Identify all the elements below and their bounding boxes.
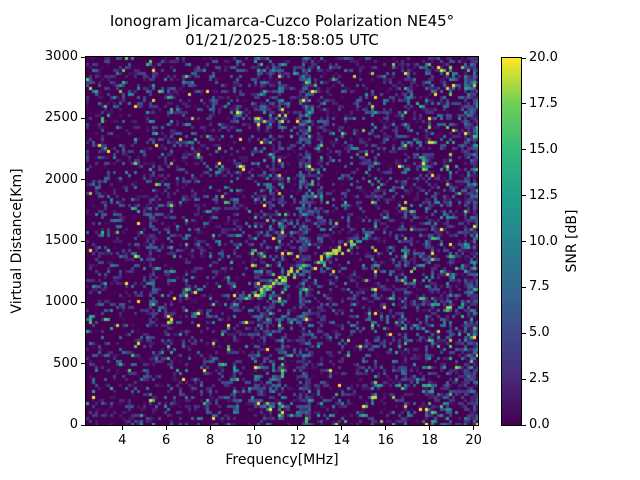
x-tick-label: 10 <box>245 433 263 448</box>
y-tick-mark <box>81 240 85 242</box>
x-tick-label: 18 <box>421 433 438 448</box>
y-axis-label: Virtual Distance[Km] <box>9 168 25 314</box>
chart-subtitle: 01/21/2025-18:58:05 UTC <box>185 31 379 49</box>
y-tick-label: 2000 <box>44 171 78 187</box>
title-block: Ionogram Jicamarca-Cuzco Polarization NE… <box>86 12 478 50</box>
colorbar-tick-label: 5.0 <box>529 325 550 341</box>
y-tick-label: 1500 <box>44 233 78 248</box>
x-tick-label: 20 <box>465 433 482 448</box>
colorbar <box>501 57 522 426</box>
colorbar-tick-mark <box>522 286 526 288</box>
colorbar-gradient-canvas <box>502 58 521 425</box>
colorbar-label: SNR [dB] <box>564 209 580 273</box>
y-tick-label: 0 <box>69 417 78 432</box>
x-tick-mark <box>385 426 387 430</box>
colorbar-tick-mark <box>522 149 526 151</box>
colorbar-tick-label: 15.0 <box>529 141 558 157</box>
x-tick-mark <box>121 426 123 430</box>
colorbar-tick-mark <box>522 57 526 59</box>
y-tick-mark <box>81 117 85 119</box>
colorbar-tick-label: 17.5 <box>529 95 558 111</box>
colorbar-tick-mark <box>522 424 526 426</box>
x-tick-mark <box>165 426 167 430</box>
x-tick-label: 6 <box>162 433 171 448</box>
chart-title: Ionogram Jicamarca-Cuzco Polarization NE… <box>109 12 455 30</box>
colorbar-tick-label: 2.5 <box>529 371 550 387</box>
colorbar-tick-mark <box>522 378 526 380</box>
x-tick-mark <box>209 426 211 430</box>
colorbar-tick-label: 20.0 <box>529 50 558 65</box>
x-tick-label: 14 <box>333 433 351 448</box>
colorbar-tick-mark <box>522 195 526 197</box>
colorbar-tick-label: 7.5 <box>529 279 550 295</box>
y-tick-label: 1000 <box>44 294 78 310</box>
y-tick-label: 3000 <box>44 49 78 64</box>
x-tick-mark <box>297 426 299 430</box>
y-tick-mark <box>81 424 85 426</box>
plot-area <box>85 56 479 426</box>
y-tick-mark <box>81 363 85 365</box>
x-axis-label: Frequency[MHz] <box>225 452 339 468</box>
colorbar-tick-label: 10.0 <box>529 233 558 249</box>
x-tick-label: 4 <box>118 433 127 448</box>
ionogram-heatmap-canvas <box>86 57 478 425</box>
x-tick-mark <box>473 426 475 430</box>
y-tick-mark <box>81 301 85 303</box>
x-tick-label: 16 <box>377 433 395 448</box>
y-tick-mark <box>81 56 85 58</box>
y-tick-label: 2500 <box>44 110 78 126</box>
y-tick-label: 500 <box>53 355 78 371</box>
colorbar-tick-mark <box>522 241 526 242</box>
colorbar-tick-mark <box>522 332 526 334</box>
x-tick-mark <box>253 426 255 430</box>
colorbar-tick-label: 12.5 <box>529 187 558 203</box>
colorbar-tick-label: 0.0 <box>529 417 550 432</box>
x-tick-label: 12 <box>289 433 307 448</box>
colorbar-tick-mark <box>522 103 526 105</box>
x-tick-label: 8 <box>205 433 215 448</box>
x-tick-mark <box>341 426 343 430</box>
y-tick-mark <box>81 179 85 181</box>
x-tick-mark <box>429 426 431 430</box>
